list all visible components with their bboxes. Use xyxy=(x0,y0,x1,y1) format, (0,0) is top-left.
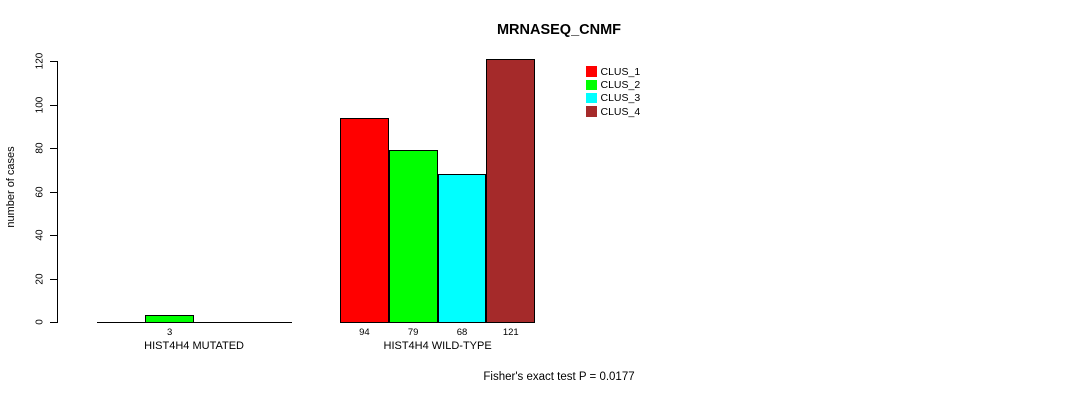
y-tick-label: 80 xyxy=(34,142,46,154)
group-baseline xyxy=(96,322,292,323)
y-tick-label: 0 xyxy=(34,319,46,325)
legend-item-clus_1: CLUS_1 xyxy=(586,65,640,78)
y-axis-title: number of cases xyxy=(5,146,17,228)
bar-value-label: 79 xyxy=(407,326,419,338)
legend-item-clus_4: CLUS_4 xyxy=(586,105,640,118)
y-tick-label: 60 xyxy=(34,185,46,198)
bar-value-label: 121 xyxy=(502,326,519,338)
bar-value-label: 3 xyxy=(167,326,173,338)
bar-clus_1-2 xyxy=(340,117,389,323)
legend-item-clus_3: CLUS_3 xyxy=(586,92,640,105)
y-axis-tick xyxy=(50,104,58,106)
legend-label: CLUS_1 xyxy=(600,65,641,78)
legend-label: CLUS_2 xyxy=(600,78,641,91)
bar-clus_4-2 xyxy=(486,58,536,323)
bar-clus_2-1 xyxy=(145,315,195,323)
legend-swatch-icon xyxy=(586,106,597,117)
y-axis-tick xyxy=(50,322,58,323)
chart-title: MRNASEQ_CNMF xyxy=(496,22,622,38)
x-category-label: HIST4H4 WILD-TYPE xyxy=(383,340,492,352)
stats-annotation: Fisher's exact test P = 0.0177 xyxy=(483,371,635,383)
y-tick-label: 120 xyxy=(34,52,46,70)
y-axis-tick xyxy=(50,191,58,193)
legend-item-clus_2: CLUS_2 xyxy=(586,78,640,91)
legend-label: CLUS_4 xyxy=(600,105,641,118)
bar-clus_2-2 xyxy=(388,150,438,323)
y-tick-label: 20 xyxy=(34,272,46,285)
legend-swatch-icon xyxy=(586,92,597,104)
legend-swatch-icon xyxy=(586,66,597,77)
bar-value-label: 68 xyxy=(456,326,468,338)
legend-label: CLUS_3 xyxy=(600,92,641,105)
y-axis-tick xyxy=(50,61,58,62)
bar-clus_3-2 xyxy=(437,174,487,323)
y-tick-label: 100 xyxy=(34,96,46,113)
legend-swatch-icon xyxy=(586,79,597,91)
y-axis-tick xyxy=(50,278,58,280)
y-tick-label: 40 xyxy=(34,229,46,241)
y-axis-tick xyxy=(50,235,58,236)
bar-value-label: 94 xyxy=(359,326,370,338)
x-category-label: HIST4H4 MUTATED xyxy=(144,340,245,352)
y-axis-tick xyxy=(50,148,58,149)
legend: CLUS_1 CLUS_2 CLUS_3 CLUS_4 xyxy=(586,65,640,118)
